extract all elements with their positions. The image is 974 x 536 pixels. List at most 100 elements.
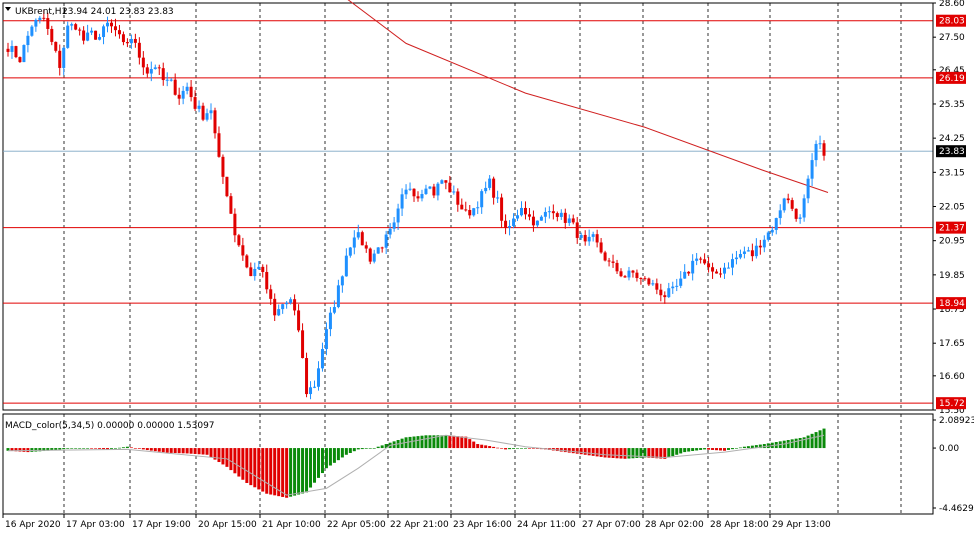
candle[interactable] (269, 284, 273, 305)
candle[interactable] (814, 140, 818, 167)
candle[interactable] (551, 204, 555, 220)
candle[interactable] (34, 18, 38, 32)
candle[interactable] (42, 10, 46, 22)
candle[interactable] (193, 90, 197, 111)
candle[interactable] (241, 237, 245, 261)
candle[interactable] (58, 44, 62, 76)
candle[interactable] (778, 204, 782, 225)
candle[interactable] (635, 269, 639, 282)
candle[interactable] (348, 246, 352, 258)
candle[interactable] (352, 230, 356, 255)
candle[interactable] (360, 230, 364, 246)
candle[interactable] (623, 274, 627, 278)
candle[interactable] (412, 188, 416, 202)
candle[interactable] (22, 44, 26, 63)
candle[interactable] (201, 102, 205, 122)
candle[interactable] (229, 193, 233, 214)
candle[interactable] (790, 197, 794, 212)
candle[interactable] (535, 220, 539, 228)
candle[interactable] (464, 201, 468, 212)
candle[interactable] (782, 197, 786, 213)
candle[interactable] (169, 78, 173, 82)
candle[interactable] (400, 188, 404, 216)
candle[interactable] (356, 224, 360, 240)
candle[interactable] (762, 235, 766, 253)
candle[interactable] (90, 27, 94, 36)
candle[interactable] (806, 175, 810, 204)
candle[interactable] (121, 31, 125, 46)
candle[interactable] (579, 232, 583, 240)
candle[interactable] (70, 22, 74, 31)
candle[interactable] (711, 262, 715, 279)
candle[interactable] (62, 46, 66, 76)
candle[interactable] (575, 216, 579, 244)
candle[interactable] (297, 304, 301, 333)
candle[interactable] (703, 253, 707, 265)
candle[interactable] (165, 72, 169, 87)
candle[interactable] (376, 247, 380, 254)
candle[interactable] (392, 217, 396, 232)
candle[interactable] (436, 182, 440, 201)
candle[interactable] (723, 262, 727, 279)
candle[interactable] (822, 140, 826, 161)
candle[interactable] (38, 15, 42, 24)
candle[interactable] (416, 191, 420, 202)
candle[interactable] (472, 207, 476, 217)
candle[interactable] (344, 248, 348, 277)
candle[interactable] (185, 82, 189, 95)
candle[interactable] (225, 176, 229, 198)
candle[interactable] (527, 207, 531, 221)
candle[interactable] (667, 282, 671, 299)
candle[interactable] (798, 214, 802, 224)
candle[interactable] (66, 21, 70, 49)
candle[interactable] (388, 223, 392, 239)
candle[interactable] (6, 42, 10, 57)
candle[interactable] (364, 241, 368, 253)
candle[interactable] (173, 73, 177, 96)
candle[interactable] (125, 38, 129, 48)
candle[interactable] (615, 259, 619, 274)
candle[interactable] (468, 204, 472, 219)
candle[interactable] (424, 184, 428, 195)
candle[interactable] (726, 262, 730, 269)
candle[interactable] (643, 276, 647, 281)
candle[interactable] (519, 201, 523, 217)
candle[interactable] (113, 18, 117, 37)
candle[interactable] (14, 45, 18, 59)
candle[interactable] (647, 277, 651, 286)
candle[interactable] (137, 37, 141, 65)
candle[interactable] (583, 230, 587, 246)
candle[interactable] (758, 239, 762, 255)
candle[interactable] (452, 185, 456, 195)
candle[interactable] (730, 253, 734, 276)
candle[interactable] (157, 64, 161, 76)
candle[interactable] (786, 193, 790, 204)
candle[interactable] (794, 208, 798, 222)
candle[interactable] (289, 297, 293, 305)
candle[interactable] (738, 249, 742, 260)
candle[interactable] (675, 278, 679, 292)
candle[interactable] (181, 85, 185, 105)
candle[interactable] (671, 281, 675, 294)
candle[interactable] (209, 103, 213, 120)
candle[interactable] (547, 206, 551, 219)
candle[interactable] (30, 25, 34, 37)
candle[interactable] (408, 182, 412, 192)
candle[interactable] (591, 231, 595, 242)
candle[interactable] (687, 271, 691, 276)
candle[interactable] (428, 186, 432, 190)
candle[interactable] (639, 277, 643, 285)
candle[interactable] (50, 25, 54, 46)
candle[interactable] (18, 56, 22, 63)
candle[interactable] (293, 294, 297, 316)
candle[interactable] (719, 267, 723, 278)
candle[interactable] (563, 208, 567, 229)
candle[interactable] (301, 323, 305, 359)
candle[interactable] (98, 33, 102, 41)
candle[interactable] (396, 203, 400, 230)
candle[interactable] (102, 24, 106, 45)
candle[interactable] (324, 322, 328, 356)
candle[interactable] (484, 181, 488, 194)
candle[interactable] (82, 26, 86, 45)
candle[interactable] (587, 229, 591, 246)
